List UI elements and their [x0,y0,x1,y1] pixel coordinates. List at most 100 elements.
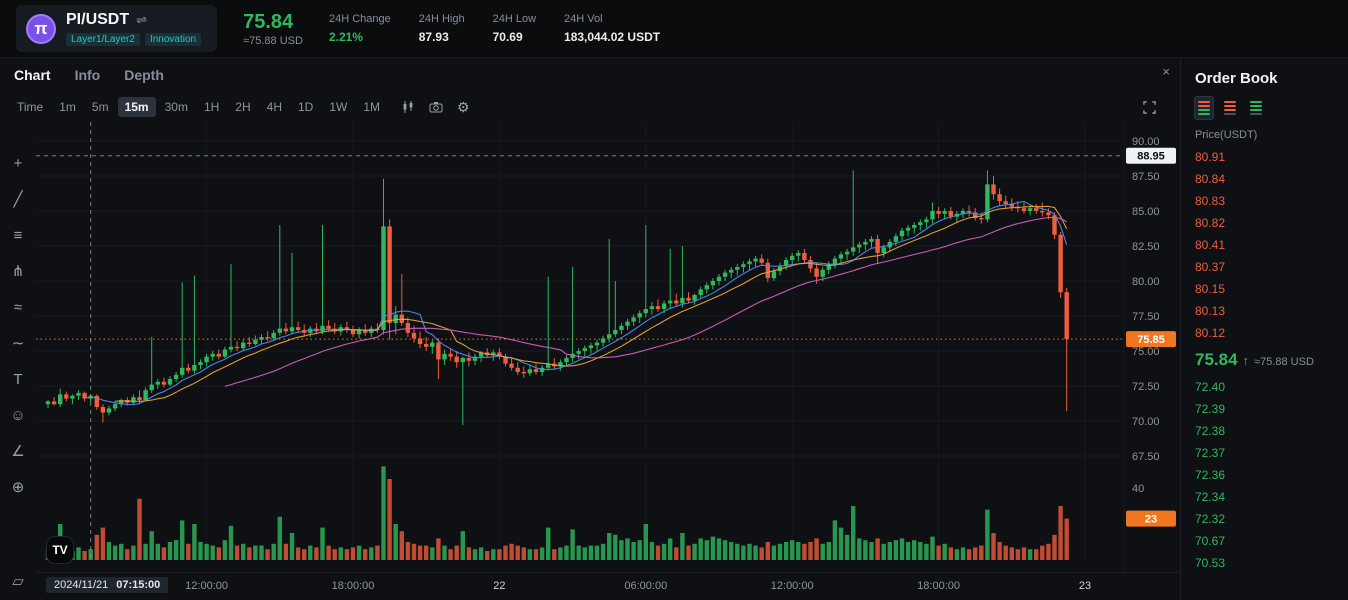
tab-chart[interactable]: Chart [14,67,51,83]
emoji-tool[interactable]: ☺ [10,406,26,424]
svg-text:70.00: 70.00 [1132,416,1160,428]
bid-row[interactable]: 72.36 [1195,468,1226,482]
ask-row[interactable]: 80.12 [1195,326,1226,340]
horizontal-lines-tool[interactable]: ≡ [13,226,23,244]
bid-row[interactable]: 72.40 [1195,380,1226,394]
svg-text:85.00: 85.00 [1132,206,1160,218]
svg-text:23: 23 [1145,514,1157,526]
ma-lines-layer [84,200,1068,406]
pair-selector[interactable]: π PI/USDT ⇌ Layer1/Layer2 Innovation [16,5,218,52]
pattern-tool[interactable]: ≈ [13,298,23,316]
orderbook-last-price-usd: ≈75.88 USD [1254,356,1314,368]
screenshot-icon[interactable] [429,100,443,114]
bid-row[interactable]: 70.53 [1195,556,1226,570]
edit-tool[interactable]: ▱ [12,573,24,590]
stat-24h-low: 24H Low 70.69 [493,13,536,44]
ask-row[interactable]: 80.13 [1195,304,1226,318]
svg-text:80.00: 80.00 [1132,276,1160,288]
crosshair-time: 07:15:00 [116,579,161,591]
price-up-arrow-icon: ↑ [1242,353,1250,368]
ask-row[interactable]: 80.83 [1195,194,1226,208]
time-axis-label: 06:00:00 [624,580,668,592]
bid-row[interactable]: 72.38 [1195,424,1226,438]
interval-4h[interactable]: 4H [266,100,282,114]
bid-row[interactable]: 72.34 [1195,490,1226,504]
bids-list: 72.40 72.39 72.38 72.37 72.36 72.34 72.32 70.67… [1195,376,1348,574]
stat-24h-vol: 24H Vol 183,044.02 USDT [564,13,660,44]
ask-row[interactable]: 80.82 [1195,216,1226,230]
chart-type-icon[interactable] [401,100,415,114]
interval-15m[interactable]: 15m [117,97,156,117]
chart-panel: Chart Info Depth × Time 1m 5m 15m 30m 1H 2H 4H 1D 1… [0,58,1180,600]
ruler-tool[interactable]: ∠ [11,443,25,460]
orderbook-last-price: 75.84 [1195,350,1238,369]
asks-list: 80.91 80.84 80.83 80.82 80.41 80.37 80.15 80.13… [1195,146,1348,344]
stat-value: 87.93 [418,30,449,44]
zoom-tool[interactable]: ⊕ [11,479,25,496]
text-tool[interactable]: T [13,370,23,388]
ask-row[interactable]: 80.37 [1195,260,1226,274]
ask-row[interactable]: 80.41 [1195,238,1226,252]
stat-value: 183,044.02 USDT [564,30,661,44]
interval-time[interactable]: Time [17,100,44,114]
interval-30m[interactable]: 30m [164,100,188,114]
interval-1w[interactable]: 1W [329,100,348,114]
interval-1h[interactable]: 1H [203,100,220,114]
stat-label: 24H Low [492,13,537,25]
candlestick-chart[interactable]: 90.00 87.50 85.00 82.50 80.00 77.50 75.00 72.50… [36,122,1180,572]
time-axis[interactable]: 2024/11/21 07:15:00 12:00:00 18:00:00 22 06… [36,572,1180,600]
trendline-tool[interactable]: ╱ [13,191,23,208]
orderbook-mode-bids-icon[interactable] [1247,97,1265,119]
last-price: 75.84 [243,10,294,33]
chart-body: + ╱ ≡ ⋔ ≈ ∼ T ☺ ∠ ⊕ ▱ 90.00 87.50 85.00 82.50 80.00 77.… [0,122,1180,600]
svg-text:75.85: 75.85 [1137,334,1165,346]
chart-tabs: Chart Info Depth [0,58,1180,92]
interval-5m[interactable]: 5m [91,100,109,114]
time-axis-label: 23 [1078,580,1092,592]
chart-canvas[interactable]: 90.00 87.50 85.00 82.50 80.00 77.50 75.00 72.50… [36,122,1180,600]
tab-info[interactable]: Info [74,67,101,83]
bid-row[interactable]: 72.37 [1195,446,1226,460]
axis-label-chip: 23 [1126,510,1176,527]
svg-text:87.50: 87.50 [1132,171,1160,183]
stat-label: 24H High [418,13,465,25]
time-axis-label: 12:00:00 [770,580,814,592]
ask-row[interactable]: 80.91 [1195,150,1226,164]
pitchfork-tool[interactable]: ⋔ [11,263,25,280]
brush-tool[interactable]: ∼ [11,335,25,352]
pair-name: PI/USDT [66,11,130,28]
crosshair-tool[interactable]: + [13,154,23,172]
ask-row[interactable]: 80.15 [1195,282,1226,296]
svg-text:82.50: 82.50 [1132,241,1160,253]
orderbook-display-modes [1194,96,1348,120]
order-book-title: Order Book [1195,70,1278,87]
bid-row[interactable]: 72.32 [1195,512,1226,526]
orderbook-mode-both-icon[interactable] [1194,96,1214,120]
svg-text:88.95: 88.95 [1137,151,1165,163]
swap-icon[interactable]: ⇌ [136,12,148,27]
time-axis-label: 22 [493,580,506,592]
header: π PI/USDT ⇌ Layer1/Layer2 Innovation 75.… [0,0,1348,58]
grid-layer: 90.00 87.50 85.00 82.50 80.00 77.50 75.00 72.50… [36,122,1160,572]
orderbook-mode-asks-icon[interactable] [1221,97,1239,119]
interval-1m[interactable]: 1M [363,100,380,114]
orderbook-price-column-header: Price(USDT) [1195,129,1258,141]
main: Chart Info Depth × Time 1m 5m 15m 30m 1H 2H 4H 1D 1… [0,58,1348,600]
interval-1d[interactable]: 1D [297,100,314,114]
svg-text:75.00: 75.00 [1132,346,1160,358]
interval-2h[interactable]: 2H [235,100,251,114]
volume-layer [45,466,1069,560]
svg-text:77.50: 77.50 [1132,311,1160,323]
settings-gear-icon[interactable]: ⚙ [457,98,470,115]
tab-depth[interactable]: Depth [124,67,164,83]
tradingview-logo[interactable]: TV [46,536,74,564]
svg-text:67.50: 67.50 [1132,451,1160,463]
bid-row[interactable]: 72.39 [1195,402,1226,416]
fullscreen-icon[interactable] [1143,100,1156,114]
interval-1m[interactable]: 1m [59,100,76,114]
bid-row[interactable]: 70.67 [1195,534,1226,548]
time-axis-label: 18:00:00 [917,580,961,592]
ask-row[interactable]: 80.84 [1195,172,1226,186]
orderbook-last-price-row: 75.84 ↑ ≈75.88 USD [1195,350,1348,370]
close-icon[interactable]: × [1162,64,1170,79]
